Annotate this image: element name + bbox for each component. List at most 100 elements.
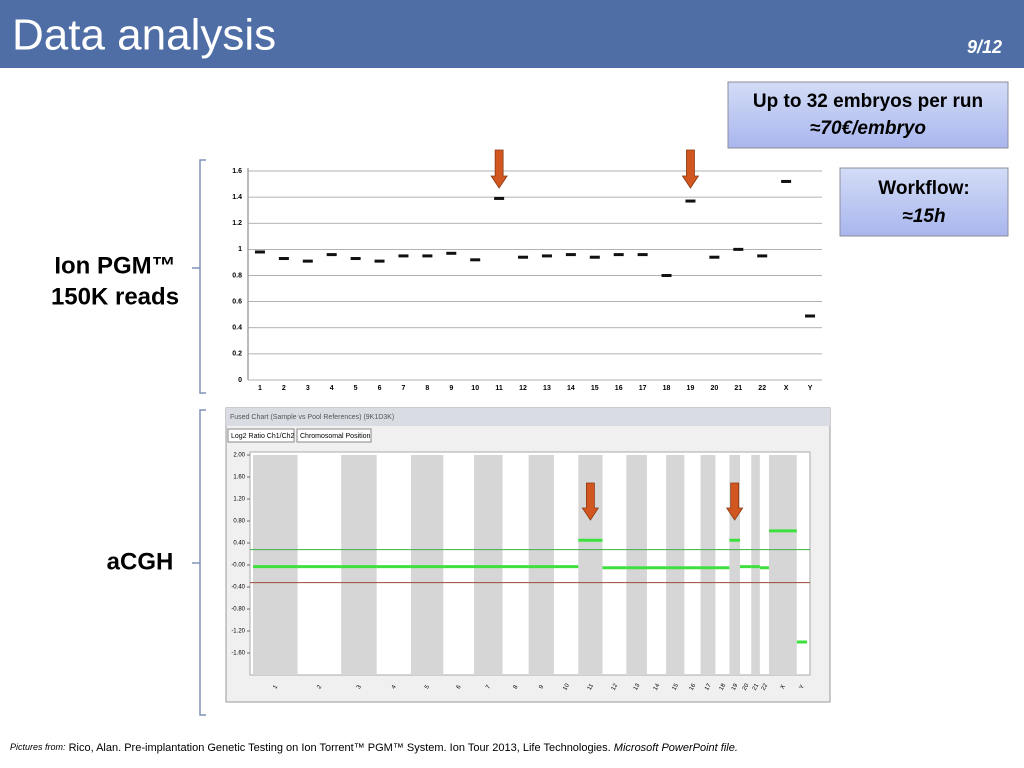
dash-mark bbox=[709, 255, 720, 259]
dash-mark bbox=[733, 247, 744, 251]
x-tick-label: 20 bbox=[742, 682, 751, 691]
dash-mark bbox=[757, 254, 768, 258]
dash-mark bbox=[326, 253, 337, 257]
x-tick-label: 14 bbox=[653, 682, 662, 691]
dash-mark bbox=[565, 253, 576, 257]
dash-mark bbox=[422, 254, 433, 258]
y-tick-label: -1.20 bbox=[231, 629, 245, 635]
x-tick-label: 2 bbox=[282, 385, 286, 392]
x-tick-label: 22 bbox=[761, 682, 770, 691]
y-tick-label: 1.20 bbox=[233, 497, 245, 503]
x-tick-label: 21 bbox=[752, 682, 761, 691]
x-tick-label: 18 bbox=[719, 682, 728, 691]
x-tick-label: 1 bbox=[272, 684, 279, 690]
dash-mark bbox=[518, 255, 529, 259]
y-tick-label: -0.40 bbox=[231, 585, 245, 591]
x-tick-label: 11 bbox=[587, 683, 596, 692]
x-tick-label: 5 bbox=[354, 385, 358, 392]
chromosome-band bbox=[666, 455, 685, 675]
bracket bbox=[192, 409, 206, 716]
x-tick-label: 1 bbox=[258, 385, 262, 392]
slide-title: Data analysis bbox=[12, 11, 276, 60]
x-tick-label: 17 bbox=[704, 682, 713, 691]
chromosome-band bbox=[626, 455, 647, 675]
box-line: ≈70€/embryo bbox=[810, 118, 926, 139]
y-tick-label: 0.80 bbox=[233, 519, 245, 525]
x-tick-label: 21 bbox=[734, 385, 742, 392]
box-line: ≈15h bbox=[902, 206, 945, 227]
x-tick-label: 7 bbox=[402, 385, 406, 392]
x-tick-label: 6 bbox=[378, 385, 382, 392]
x-tick-label: 9 bbox=[538, 684, 545, 690]
y-tick-label: -1.60 bbox=[231, 651, 245, 657]
dash-mark bbox=[589, 255, 600, 259]
x-tick-label: 13 bbox=[543, 385, 551, 392]
x-tick-label: 19 bbox=[731, 682, 740, 691]
chromosome-band bbox=[341, 455, 377, 675]
x-tick-label: 12 bbox=[519, 385, 527, 392]
dash-mark bbox=[805, 314, 816, 318]
x-tick-label: X bbox=[784, 385, 789, 392]
chromosome-band bbox=[729, 455, 740, 675]
x-tick-label: 15 bbox=[671, 682, 680, 691]
x-tick-label: 15 bbox=[591, 385, 599, 392]
x-tick-label: 3 bbox=[306, 385, 310, 392]
dash-mark bbox=[398, 254, 409, 258]
box-line: Up to 32 embryos per run bbox=[753, 91, 983, 112]
chromosome-band bbox=[410, 455, 444, 675]
dropdown-label: Log2 Ratio Ch1/Ch2 bbox=[231, 433, 295, 440]
arrow bbox=[581, 482, 600, 521]
x-tick-label: 10 bbox=[471, 385, 479, 392]
x-tick-label: 20 bbox=[710, 385, 718, 392]
x-tick-label: 11 bbox=[495, 385, 503, 392]
dropdown[interactable] bbox=[227, 428, 295, 443]
x-tick-label: 16 bbox=[615, 385, 623, 392]
arrow bbox=[490, 149, 508, 189]
page-number: 9/12 bbox=[967, 37, 1002, 57]
dash-mark bbox=[446, 251, 457, 255]
x-tick-label: 13 bbox=[633, 682, 642, 691]
x-tick-label: 22 bbox=[758, 385, 766, 392]
x-tick-label: 2 bbox=[316, 684, 323, 690]
pgm-chart: 00.20.40.60.811.21.41.61 2 3 4 5 6 7 8 9 10 11 12 13… bbox=[232, 149, 822, 392]
y-tick-label: 0.2 bbox=[232, 351, 242, 358]
x-tick-label: 19 bbox=[687, 385, 695, 392]
x-tick-label: 18 bbox=[663, 385, 671, 392]
x-tick-label: 5 bbox=[424, 684, 431, 690]
dash-mark bbox=[494, 196, 505, 200]
x-tick-label: 12 bbox=[611, 682, 620, 691]
method-label: aCGH bbox=[107, 548, 174, 575]
method-label: Ion PGM™ bbox=[54, 252, 175, 279]
y-tick-label: 1.4 bbox=[232, 194, 242, 201]
x-tick-label: 4 bbox=[391, 684, 398, 690]
dropdown[interactable] bbox=[296, 428, 372, 443]
x-tick-label: 8 bbox=[513, 684, 520, 690]
footer: Pictures from: Rico, Alan. Pre-implantat… bbox=[10, 742, 738, 754]
footer-prefix: Pictures from: bbox=[10, 742, 66, 752]
dash-mark bbox=[350, 257, 361, 261]
x-tick-label: 14 bbox=[567, 385, 575, 392]
x-tick-label: 10 bbox=[562, 682, 571, 691]
y-tick-label: 1.2 bbox=[232, 220, 242, 227]
y-tick-label: 0.4 bbox=[232, 325, 242, 332]
y-tick-label: 2.00 bbox=[233, 453, 245, 459]
y-tick-label: 0 bbox=[238, 377, 242, 384]
dash-mark bbox=[637, 253, 648, 257]
x-tick-label: 7 bbox=[485, 684, 492, 690]
dash-mark bbox=[661, 274, 672, 277]
acgh-chart: Fused Chart (Sample vs Pool References) … bbox=[225, 407, 831, 703]
dash-mark bbox=[278, 257, 289, 261]
dash-mark bbox=[302, 259, 313, 263]
y-tick-label: -0.80 bbox=[231, 607, 245, 613]
y-tick-label: 0.8 bbox=[232, 272, 242, 279]
box-line: Workflow: bbox=[878, 178, 969, 199]
x-tick-label: 6 bbox=[456, 684, 463, 690]
dash-mark bbox=[613, 253, 624, 257]
x-tick-label: 16 bbox=[689, 682, 698, 691]
y-tick-label: 1.60 bbox=[233, 475, 245, 481]
y-tick-label: 1 bbox=[238, 246, 242, 253]
x-tick-label: 17 bbox=[639, 385, 647, 392]
dash-mark bbox=[685, 199, 696, 203]
x-tick-label: 3 bbox=[356, 684, 363, 690]
